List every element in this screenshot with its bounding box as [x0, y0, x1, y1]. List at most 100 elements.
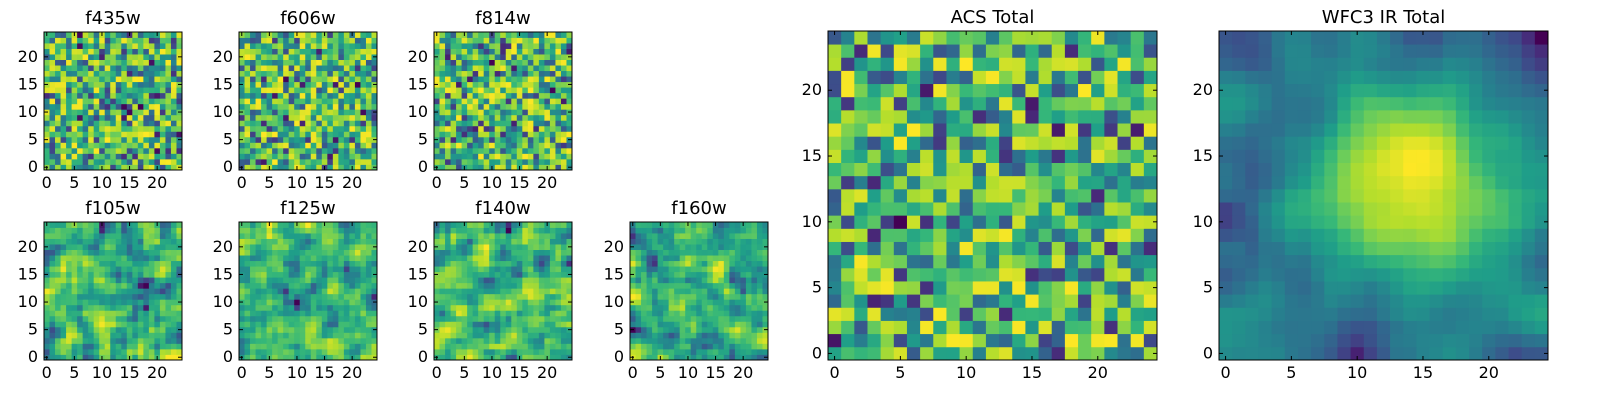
heatmap-cell	[566, 87, 573, 94]
y-tick-label: 15	[408, 74, 428, 93]
heatmap-cell	[467, 153, 474, 160]
heatmap-cell	[71, 153, 78, 160]
heatmap-cell	[239, 260, 245, 267]
heatmap-cell	[71, 266, 78, 273]
heatmap-cell	[483, 233, 490, 239]
heatmap-cell	[49, 92, 56, 99]
heatmap-cell	[71, 293, 78, 300]
heatmap-cell	[549, 282, 556, 289]
heatmap-cell	[723, 222, 730, 228]
heatmap-cell	[332, 304, 339, 311]
heatmap-cell	[93, 271, 100, 278]
heatmap-cell	[305, 59, 312, 66]
heatmap-cell	[310, 255, 317, 262]
heatmap-cell	[841, 307, 855, 321]
heatmap-cell	[321, 98, 328, 105]
heatmap-cell	[511, 310, 518, 317]
heatmap-cell	[121, 310, 128, 317]
heatmap-cell	[560, 354, 567, 361]
heatmap-cell	[283, 125, 290, 132]
heatmap-cell	[641, 266, 647, 273]
heatmap-cell	[132, 65, 139, 72]
heatmap-cell	[261, 255, 267, 262]
heatmap-cell	[467, 249, 474, 256]
heatmap-cell	[946, 149, 960, 163]
heatmap-cell	[555, 332, 562, 339]
heatmap-cell	[255, 37, 262, 44]
heatmap-cell	[99, 299, 106, 306]
heatmap-cell	[461, 337, 468, 344]
heatmap-cell	[566, 288, 573, 295]
heatmap-cell	[734, 304, 741, 311]
heatmap-cell	[544, 103, 551, 110]
x-tick-label: 15	[119, 363, 139, 382]
heatmap-cell	[652, 343, 658, 350]
x-tick-label: 15	[314, 173, 334, 192]
heatmap-cell	[467, 293, 474, 300]
heatmap-cell	[165, 147, 172, 154]
heatmap-cell	[467, 233, 474, 239]
heatmap-cell	[972, 320, 987, 335]
heatmap-cell	[60, 103, 67, 110]
heatmap-cell	[1130, 281, 1145, 295]
heatmap-cell	[305, 70, 312, 77]
heatmap-cell	[549, 244, 556, 250]
heatmap-cell	[549, 142, 556, 149]
heatmap-cell	[549, 43, 556, 49]
heatmap-cell	[343, 32, 350, 38]
heatmap-cell	[343, 98, 350, 105]
heatmap-cell	[159, 158, 166, 165]
heatmap-cell	[668, 277, 675, 284]
heatmap-cell	[985, 149, 1000, 163]
heatmap-cell	[679, 332, 686, 339]
heatmap-cell	[165, 222, 172, 228]
heatmap-cell	[283, 98, 290, 105]
heatmap-cell	[489, 238, 496, 245]
heatmap-cell	[283, 222, 290, 228]
heatmap-cell	[338, 125, 345, 132]
heatmap-cell	[261, 233, 267, 239]
heatmap-cell	[154, 54, 161, 60]
heatmap-cell	[99, 65, 106, 72]
heatmap-cell	[533, 277, 540, 284]
heatmap-cell	[71, 103, 78, 110]
heatmap-cell	[371, 43, 378, 49]
heatmap-cell	[712, 337, 719, 344]
heatmap-cell	[132, 310, 139, 317]
heatmap-cell	[170, 332, 177, 339]
heatmap-cell	[712, 326, 719, 333]
heatmap-cell	[701, 222, 708, 228]
heatmap-cell	[143, 153, 150, 160]
heatmap-cell	[745, 299, 752, 306]
heatmap-cell	[701, 233, 708, 239]
heatmap-cell	[371, 343, 378, 350]
heatmap-cell	[49, 158, 56, 165]
heatmap-cell	[44, 158, 50, 165]
heatmap-cell	[867, 215, 882, 229]
heatmap-cell	[478, 304, 485, 311]
heatmap-cell	[1051, 228, 1066, 242]
heatmap-cell	[244, 158, 251, 165]
heatmap-cell	[1143, 228, 1158, 242]
heatmap-cell	[478, 142, 485, 149]
heatmap-cell	[250, 354, 256, 361]
heatmap-cell	[66, 293, 72, 300]
heatmap-cell	[266, 81, 273, 88]
heatmap-cell	[354, 282, 361, 289]
heatmap-cell	[483, 109, 490, 116]
heatmap-cell	[657, 271, 664, 278]
heatmap-cell	[148, 343, 155, 350]
heatmap-cell	[718, 222, 725, 228]
heatmap-cell	[1064, 346, 1079, 361]
heatmap-cell	[641, 354, 647, 361]
heatmap-cell	[456, 48, 462, 55]
heatmap-cell	[560, 304, 567, 311]
heatmap-cell	[560, 70, 567, 77]
heatmap-cell	[310, 266, 317, 273]
heatmap-cell	[255, 92, 262, 99]
heatmap-cell	[365, 315, 372, 322]
heatmap-cell	[696, 288, 703, 295]
heatmap-cell	[305, 54, 312, 60]
x-tick-label: 10	[92, 173, 112, 192]
